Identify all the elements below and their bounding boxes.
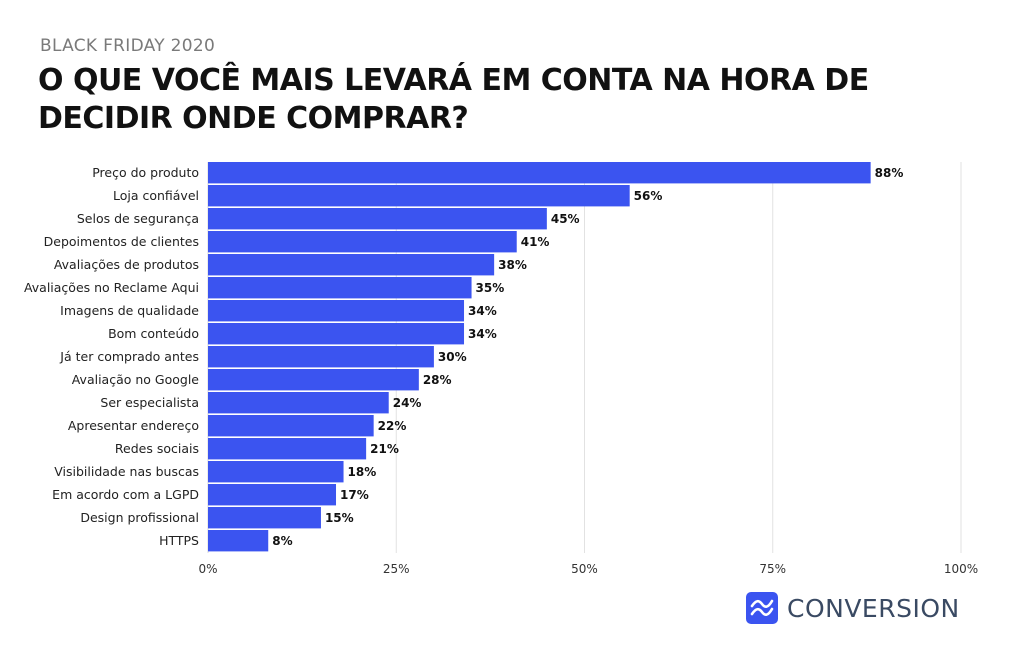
value-label: 45% <box>551 212 580 226</box>
x-tick-label: 25% <box>383 562 410 576</box>
bar <box>208 277 472 299</box>
category-label: Bom conteúdo <box>108 326 199 341</box>
bar <box>208 530 269 552</box>
category-label: Loja confiável <box>113 188 199 203</box>
x-tick-label: 100% <box>944 562 978 576</box>
value-labels: 88%56%45%41%38%35%34%34%30%28%24%22%21%1… <box>272 166 903 548</box>
category-label: Apresentar endereço <box>68 418 199 433</box>
value-label: 30% <box>438 350 467 364</box>
value-label: 38% <box>498 258 527 272</box>
value-label: 34% <box>468 327 497 341</box>
category-label: Depoimentos de clientes <box>44 234 199 249</box>
value-label: 41% <box>521 235 550 249</box>
category-label: Avaliação no Google <box>72 372 200 387</box>
bar <box>208 323 465 345</box>
bar <box>208 415 374 437</box>
bars <box>208 162 871 552</box>
bar <box>208 208 547 230</box>
category-label: Ser especialista <box>100 395 199 410</box>
category-label: HTTPS <box>159 533 199 548</box>
bar <box>208 392 389 414</box>
value-label: 28% <box>423 373 452 387</box>
bar <box>208 185 630 207</box>
category-label: Design profissional <box>80 510 199 525</box>
chart-title-line-2: DECIDIR ONDE COMPRAR? <box>38 101 469 136</box>
conversion-logo: CONVERSION <box>746 590 960 626</box>
bar <box>208 461 344 483</box>
bar <box>208 162 871 184</box>
bar <box>208 438 367 460</box>
value-label: 24% <box>393 396 422 410</box>
value-label: 8% <box>272 534 292 548</box>
category-label: Avaliações no Reclame Aqui <box>24 280 199 295</box>
value-label: 18% <box>348 465 377 479</box>
category-label: Avaliações de produtos <box>54 257 199 272</box>
category-label: Selos de segurança <box>77 211 199 226</box>
value-label: 21% <box>370 442 399 456</box>
bar <box>208 369 419 391</box>
value-label: 34% <box>468 304 497 318</box>
trend-wave-icon <box>746 592 778 624</box>
chart-kicker: BLACK FRIDAY 2020 <box>40 36 216 56</box>
bar <box>208 484 337 506</box>
bar <box>208 254 495 276</box>
value-label: 15% <box>325 511 354 525</box>
value-label: 56% <box>634 189 663 203</box>
chart-title: O QUE VOCÊ MAIS LEVARÁ EM CONTA NA HORA … <box>38 62 938 138</box>
bar <box>208 346 434 368</box>
value-label: 17% <box>340 488 369 502</box>
value-label: 88% <box>875 166 904 180</box>
x-tick-label: 0% <box>198 562 217 576</box>
x-tick-label: 50% <box>571 562 598 576</box>
category-label: Imagens de qualidade <box>60 303 199 318</box>
x-tick-label: 75% <box>759 562 786 576</box>
x-axis-ticks: 0% 25% 50% 75% 100% <box>198 562 978 576</box>
category-label: Já ter comprado antes <box>59 349 199 364</box>
category-label: Redes sociais <box>115 441 199 456</box>
bar <box>208 231 517 253</box>
category-labels: Preço do produto Loja confiável Selos de s… <box>24 165 199 548</box>
value-label: 35% <box>476 281 505 295</box>
category-label: Visibilidade nas buscas <box>54 464 199 479</box>
chart-title-line-1: O QUE VOCÊ MAIS LEVARÁ EM CONTA NA HORA … <box>38 63 869 98</box>
brand-name: CONVERSION <box>787 593 960 623</box>
bar <box>208 507 321 529</box>
value-label: 22% <box>378 419 407 433</box>
category-label: Preço do produto <box>92 165 199 180</box>
bar <box>208 300 465 322</box>
category-label: Em acordo com a LGPD <box>52 487 199 502</box>
